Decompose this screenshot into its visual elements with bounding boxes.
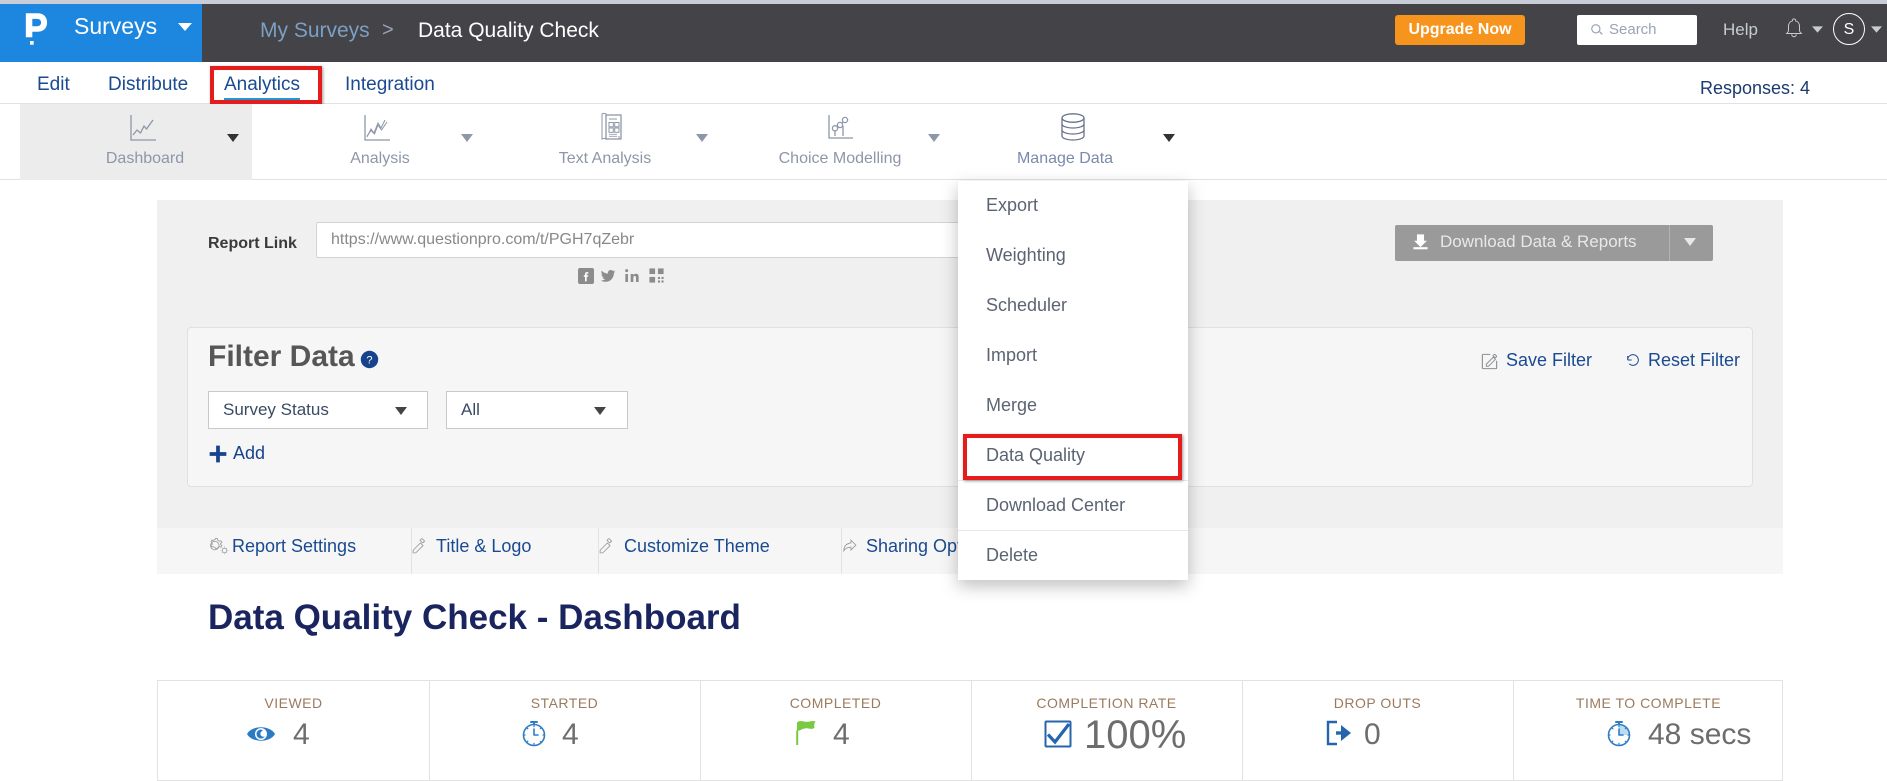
svg-text:?: ? bbox=[366, 354, 372, 366]
